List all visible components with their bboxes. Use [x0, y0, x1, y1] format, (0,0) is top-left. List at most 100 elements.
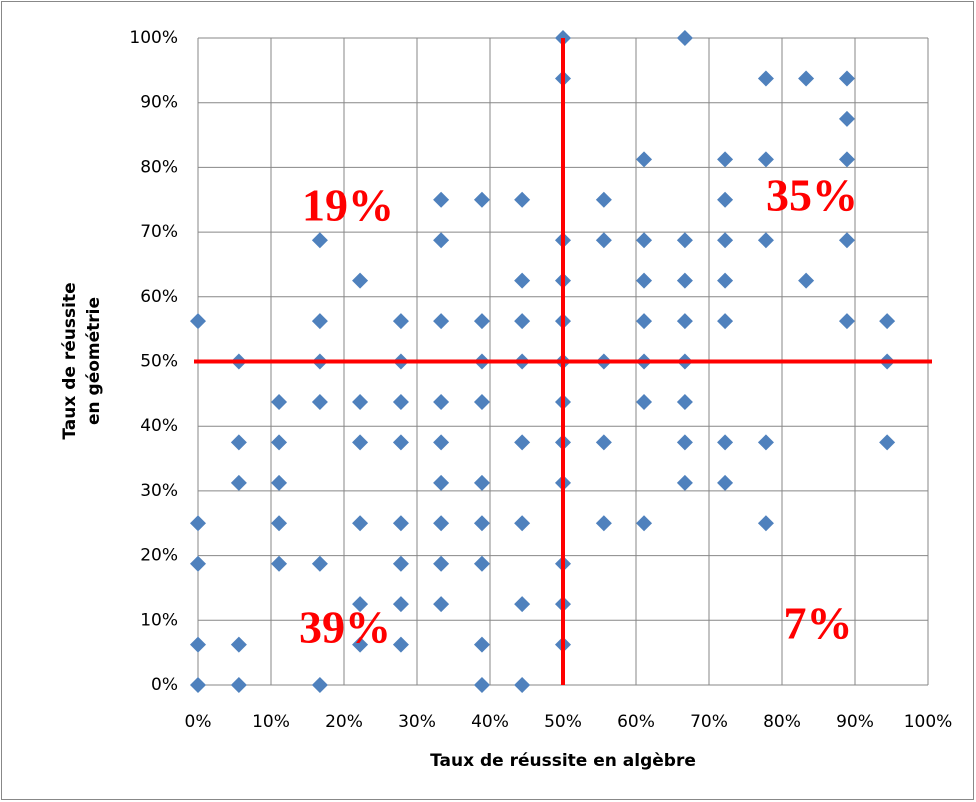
data-point	[473, 191, 490, 208]
y-tick-label: 0%	[151, 675, 178, 695]
x-tick-label: 60%	[617, 712, 655, 732]
data-point	[311, 313, 328, 330]
x-axis-title: Taux de réussite en algèbre	[430, 751, 696, 771]
data-point	[433, 555, 450, 572]
data-point	[838, 110, 855, 127]
y-axis-title: Taux de réussite	[60, 282, 80, 439]
x-tick-label: 10%	[252, 712, 290, 732]
data-point	[392, 555, 409, 572]
data-point	[757, 515, 774, 532]
data-point	[433, 393, 450, 410]
data-point	[392, 393, 409, 410]
x-tick-label: 70%	[690, 712, 728, 732]
data-point	[676, 272, 693, 289]
y-tick-label: 20%	[140, 546, 178, 566]
data-point	[514, 596, 531, 613]
data-point	[798, 272, 815, 289]
data-point	[433, 474, 450, 491]
data-point	[230, 474, 247, 491]
data-point	[433, 596, 450, 613]
data-point	[636, 393, 653, 410]
x-tick-label: 20%	[325, 712, 363, 732]
data-point	[352, 272, 369, 289]
data-point	[595, 232, 612, 249]
data-point	[230, 434, 247, 451]
quadrant-label: 7%	[784, 598, 853, 649]
data-point	[311, 393, 328, 410]
data-point	[473, 313, 490, 330]
data-point	[514, 272, 531, 289]
data-point	[271, 555, 288, 572]
data-point	[473, 515, 490, 532]
data-point	[717, 191, 734, 208]
data-point	[757, 70, 774, 87]
y-tick-label: 90%	[140, 93, 178, 113]
data-point	[352, 434, 369, 451]
data-point	[676, 232, 693, 249]
y-tick-label: 100%	[129, 28, 178, 48]
data-point	[676, 434, 693, 451]
data-point	[636, 232, 653, 249]
y-tick-label: 70%	[140, 222, 178, 242]
data-point	[392, 313, 409, 330]
data-point	[636, 151, 653, 168]
data-point	[879, 313, 896, 330]
y-tick-label: 40%	[140, 416, 178, 436]
data-point	[271, 515, 288, 532]
data-point	[717, 272, 734, 289]
data-point	[473, 474, 490, 491]
data-point	[352, 515, 369, 532]
x-tick-label: 50%	[544, 712, 582, 732]
data-point	[676, 313, 693, 330]
data-point	[838, 70, 855, 87]
data-point	[879, 434, 896, 451]
y-tick-label: 60%	[140, 287, 178, 307]
data-point	[473, 393, 490, 410]
quadrant-label: 19%	[302, 180, 394, 231]
quadrant-label: 35%	[766, 170, 858, 221]
data-point	[230, 677, 247, 693]
data-point	[271, 474, 288, 491]
data-point	[514, 313, 531, 330]
data-point	[433, 232, 450, 249]
y-axis-title: en géométrie	[84, 297, 104, 425]
y-tick-label: 80%	[140, 157, 178, 177]
data-point	[514, 515, 531, 532]
data-point	[190, 515, 206, 532]
data-point	[798, 70, 815, 87]
data-point	[271, 434, 288, 451]
data-point	[717, 474, 734, 491]
y-tick-label: 10%	[140, 610, 178, 630]
data-point	[717, 313, 734, 330]
data-point	[717, 434, 734, 451]
data-point	[473, 636, 490, 653]
data-point	[838, 232, 855, 249]
data-point	[230, 636, 247, 653]
data-point	[311, 555, 328, 572]
data-point	[190, 555, 206, 572]
data-point	[717, 232, 734, 249]
data-point	[392, 636, 409, 653]
data-point	[514, 677, 531, 693]
data-point	[636, 515, 653, 532]
data-point	[676, 30, 693, 46]
data-point	[595, 515, 612, 532]
data-point	[190, 677, 206, 693]
data-point	[352, 596, 369, 613]
data-point	[676, 393, 693, 410]
data-point	[473, 677, 490, 693]
data-point	[352, 636, 369, 653]
data-point	[392, 434, 409, 451]
data-point	[392, 596, 409, 613]
x-tick-label: 90%	[836, 712, 874, 732]
data-point	[514, 434, 531, 451]
data-point	[271, 393, 288, 410]
data-point	[838, 313, 855, 330]
data-point	[190, 636, 206, 653]
data-point	[190, 313, 206, 330]
x-tick-label: 0%	[185, 712, 212, 732]
data-point	[433, 434, 450, 451]
data-point	[636, 272, 653, 289]
data-point	[514, 191, 531, 208]
x-tick-label: 100%	[904, 712, 953, 732]
